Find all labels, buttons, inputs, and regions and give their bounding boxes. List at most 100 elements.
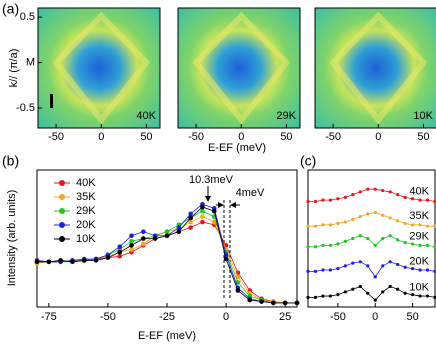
data-point xyxy=(396,287,400,291)
data-point xyxy=(381,236,385,241)
series-label: 40K xyxy=(409,185,429,197)
data-point xyxy=(336,293,340,297)
series-label: 10K xyxy=(409,281,429,293)
data-point xyxy=(373,275,377,279)
heatmap-feature xyxy=(192,11,291,125)
data-point xyxy=(388,216,392,220)
data-point xyxy=(433,269,436,273)
data-point xyxy=(403,195,407,199)
data-point xyxy=(328,243,333,247)
data-point xyxy=(396,262,400,267)
data-point xyxy=(343,239,347,243)
data-point xyxy=(343,290,347,294)
data-point xyxy=(358,190,362,194)
x-tick-label: -50 xyxy=(325,131,341,143)
data-point xyxy=(433,245,436,249)
heatmap-feature xyxy=(329,11,428,125)
annotation: 4meV xyxy=(236,187,265,199)
data-point xyxy=(328,294,333,298)
data-point xyxy=(188,215,193,221)
data-point xyxy=(351,287,355,291)
data-point xyxy=(117,244,123,250)
data-point xyxy=(358,260,362,264)
data-point xyxy=(351,217,355,221)
data-point xyxy=(294,300,300,306)
data-point xyxy=(418,243,422,247)
data-point xyxy=(235,274,241,280)
y-axis-label: k// (π/a) xyxy=(8,49,20,88)
data-point xyxy=(117,254,123,259)
data-point xyxy=(418,198,422,202)
y-tick-label: M xyxy=(26,56,35,68)
x-tick-label: 25 xyxy=(279,311,291,323)
data-point xyxy=(381,188,385,193)
data-point xyxy=(176,229,182,234)
data-point xyxy=(328,223,333,227)
data-point xyxy=(306,224,310,228)
data-point xyxy=(388,284,392,289)
legend-label: 35K xyxy=(76,191,96,203)
data-point xyxy=(403,291,407,295)
data-point xyxy=(433,224,436,228)
data-point xyxy=(313,295,318,300)
x-tick-label: -25 xyxy=(159,311,175,323)
scale-bar xyxy=(50,94,53,108)
data-point xyxy=(343,264,347,268)
data-point xyxy=(81,258,87,263)
data-point xyxy=(211,208,217,214)
data-point xyxy=(425,268,430,272)
data-point xyxy=(188,225,193,230)
data-point xyxy=(70,259,75,265)
data-point xyxy=(200,214,205,219)
data-point xyxy=(343,195,347,199)
legend-label: 20K xyxy=(76,219,96,231)
data-point xyxy=(164,233,170,239)
data-point xyxy=(403,221,407,226)
data-point xyxy=(410,197,415,201)
data-point xyxy=(381,290,385,294)
panel-frame xyxy=(314,7,436,129)
y-tick-label: -0.5 xyxy=(16,102,35,114)
y-axis-label: Intensity (arb. units) xyxy=(6,190,18,287)
data-point xyxy=(351,193,355,197)
x-tick-label: -50 xyxy=(188,131,204,143)
data-point xyxy=(328,198,333,202)
data-point xyxy=(200,219,205,225)
legend-label: 29K xyxy=(76,205,96,217)
data-point xyxy=(425,243,430,247)
data-point xyxy=(373,187,377,191)
data-point xyxy=(141,241,146,247)
data-point xyxy=(366,236,370,241)
data-point xyxy=(410,223,415,227)
legend-label: 10K xyxy=(76,233,96,245)
x-tick-label: -75 xyxy=(41,311,57,323)
data-point xyxy=(366,187,370,191)
data-point xyxy=(418,268,422,272)
data-point xyxy=(306,269,310,273)
data-point xyxy=(425,224,430,228)
panel-frame xyxy=(177,7,301,129)
data-point xyxy=(396,238,400,242)
data-point xyxy=(336,242,340,246)
x-tick-label: 0 xyxy=(238,131,244,143)
plot-frame xyxy=(307,169,436,308)
data-point xyxy=(373,298,377,302)
data-point xyxy=(321,223,325,227)
data-point xyxy=(152,236,158,241)
panel-label: 40K xyxy=(136,110,156,122)
data-point xyxy=(366,212,370,216)
x-tick-label: 50 xyxy=(417,131,429,143)
data-point xyxy=(403,241,407,245)
data-point xyxy=(117,249,123,255)
data-point xyxy=(343,220,347,224)
data-point xyxy=(403,265,407,269)
panel-frame xyxy=(37,7,161,129)
legend-label: 40K xyxy=(76,177,96,189)
data-point xyxy=(141,236,146,241)
series-label: 35K xyxy=(409,210,429,222)
data-point xyxy=(366,291,370,295)
x-axis-label: E-EF (meV) xyxy=(138,330,196,342)
data-point xyxy=(247,297,253,303)
data-point xyxy=(176,225,182,230)
